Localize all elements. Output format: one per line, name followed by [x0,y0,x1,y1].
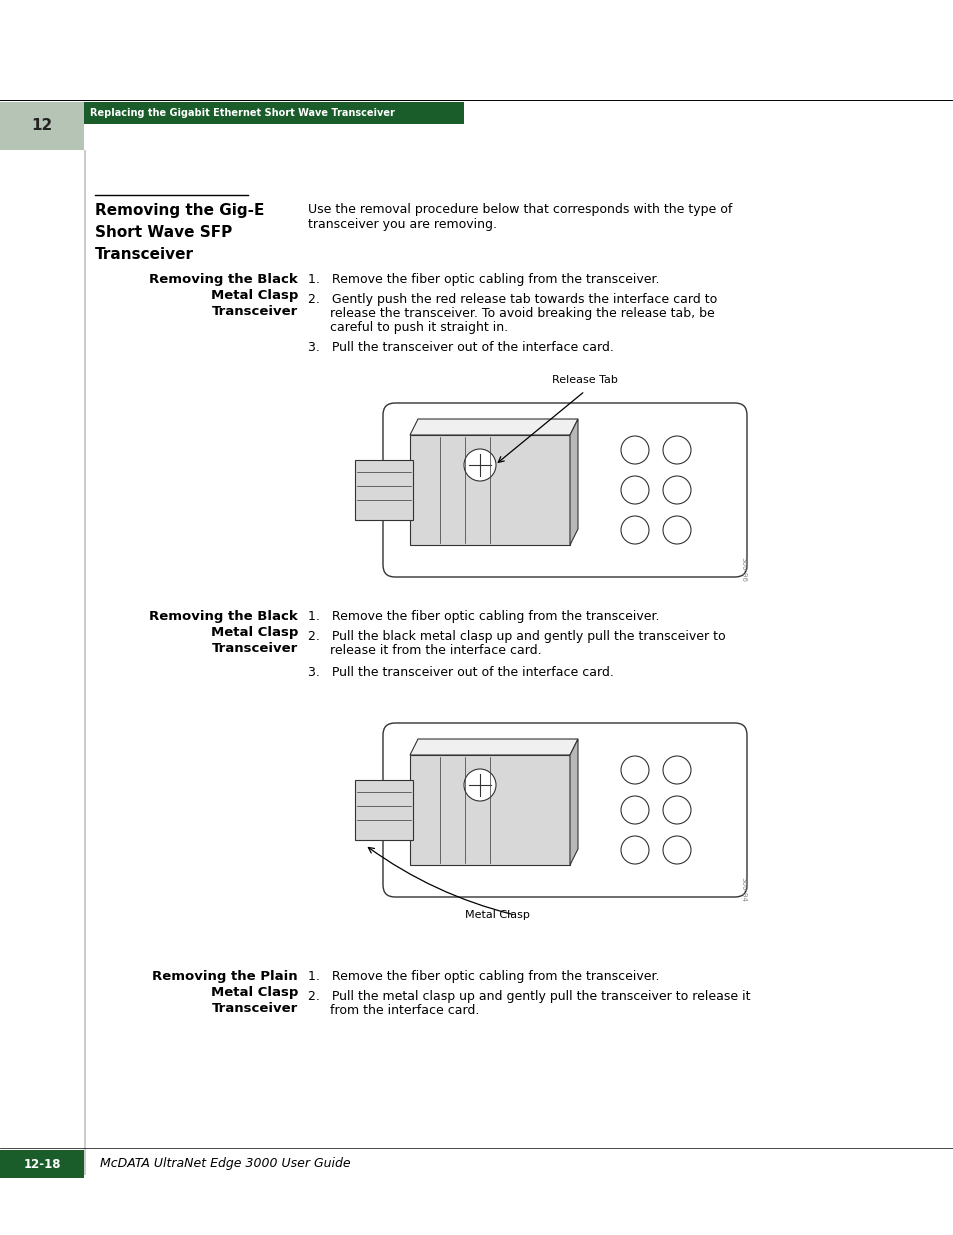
Bar [0,1150,84,1178]
Text: transceiver you are removing.: transceiver you are removing. [308,219,497,231]
Text: Removing the Black: Removing the Black [149,610,297,622]
FancyBboxPatch shape [382,722,746,897]
Circle shape [620,756,648,784]
Text: 1.   Remove the fiber optic cabling from the transceiver.: 1. Remove the fiber optic cabling from t… [308,273,659,287]
Bar [410,435,569,545]
Polygon shape [410,419,578,435]
Circle shape [620,797,648,824]
Bar [0,103,84,149]
Polygon shape [410,739,578,755]
Bar [355,781,413,840]
Text: 2.   Gently push the red release tab towards the interface card to: 2. Gently push the red release tab towar… [308,293,717,306]
Text: Removing the Gig-E
Short Wave SFP
Transceiver: Removing the Gig-E Short Wave SFP Transc… [95,203,264,262]
Circle shape [620,475,648,504]
Text: from the interface card.: from the interface card. [330,1004,478,1016]
Text: 1.   Remove the fiber optic cabling from the transceiver.: 1. Remove the fiber optic cabling from t… [308,969,659,983]
Text: 300-94: 300-94 [740,877,745,902]
Bar [84,103,463,124]
Text: 300-96: 300-96 [740,557,745,582]
Text: release it from the interface card.: release it from the interface card. [330,643,541,657]
Text: Metal Clasp: Metal Clasp [464,910,529,920]
Text: 3.   Pull the transceiver out of the interface card.: 3. Pull the transceiver out of the inter… [308,341,613,354]
Polygon shape [569,419,578,545]
Circle shape [620,516,648,543]
Text: Removing the Black: Removing the Black [149,273,297,287]
Circle shape [662,516,690,543]
Circle shape [662,436,690,464]
Text: release the transceiver. To avoid breaking the release tab, be: release the transceiver. To avoid breaki… [330,308,714,320]
Text: McDATA UltraNet Edge 3000 User Guide: McDATA UltraNet Edge 3000 User Guide [100,1157,351,1171]
Text: Metal Clasp: Metal Clasp [211,289,297,303]
Text: careful to push it straight in.: careful to push it straight in. [330,321,508,333]
Text: Metal Clasp: Metal Clasp [211,986,297,999]
Circle shape [463,450,496,480]
Circle shape [662,756,690,784]
Circle shape [620,436,648,464]
Circle shape [662,475,690,504]
Bar [410,755,569,864]
Circle shape [662,797,690,824]
Circle shape [463,769,496,802]
Text: 3.   Pull the transceiver out of the interface card.: 3. Pull the transceiver out of the inter… [308,666,613,679]
Text: Use the removal procedure below that corresponds with the type of: Use the removal procedure below that cor… [308,203,732,216]
Text: Replacing the Gigabit Ethernet Short Wave Transceiver: Replacing the Gigabit Ethernet Short Wav… [90,107,395,119]
Polygon shape [569,739,578,864]
FancyBboxPatch shape [382,403,746,577]
Text: 2.   Pull the black metal clasp up and gently pull the transceiver to: 2. Pull the black metal clasp up and gen… [308,630,725,643]
Text: Transceiver: Transceiver [212,642,297,655]
Text: Metal Clasp: Metal Clasp [211,626,297,638]
Circle shape [662,836,690,864]
Text: Removing the Plain: Removing the Plain [152,969,297,983]
Text: Release Tab: Release Tab [552,375,618,385]
Text: 2.   Pull the metal clasp up and gently pull the transceiver to release it: 2. Pull the metal clasp up and gently pu… [308,990,750,1003]
Bar [355,459,413,520]
Bar [84,149,86,1174]
Text: 12-18: 12-18 [23,1157,61,1171]
Circle shape [620,836,648,864]
Text: 1.   Remove the fiber optic cabling from the transceiver.: 1. Remove the fiber optic cabling from t… [308,610,659,622]
Text: 12: 12 [31,119,52,133]
Text: Transceiver: Transceiver [212,305,297,317]
Text: Transceiver: Transceiver [212,1002,297,1015]
